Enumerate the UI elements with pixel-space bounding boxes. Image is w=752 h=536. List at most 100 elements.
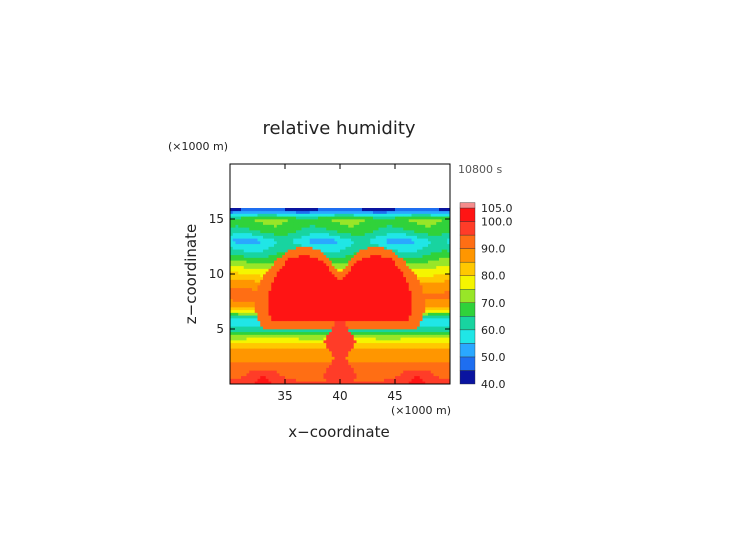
heatmap-cell xyxy=(436,296,440,300)
heatmap-cell xyxy=(337,276,341,280)
heatmap-cell xyxy=(430,224,434,228)
heatmap-cell xyxy=(425,340,429,344)
heatmap-cell xyxy=(373,263,377,267)
heatmap-cell xyxy=(301,249,305,253)
heatmap-cell xyxy=(276,287,280,291)
heatmap-cell xyxy=(326,279,330,283)
heatmap-cell xyxy=(441,348,445,352)
heatmap-cell xyxy=(411,285,415,289)
heatmap-cell xyxy=(298,227,302,231)
heatmap-cell xyxy=(268,257,272,261)
heatmap-cell xyxy=(312,364,316,368)
heatmap-cell xyxy=(417,318,421,322)
heatmap-cell xyxy=(301,241,305,245)
heatmap-cell xyxy=(395,254,399,258)
heatmap-cell xyxy=(392,279,396,283)
heatmap-cell xyxy=(381,249,385,253)
heatmap-cell xyxy=(414,378,418,382)
heatmap-cell xyxy=(309,342,313,346)
heatmap-cell xyxy=(406,342,410,346)
heatmap-cell xyxy=(287,309,291,313)
heatmap-cell xyxy=(411,375,415,379)
heatmap-cell xyxy=(342,301,346,305)
heatmap-cell xyxy=(378,301,382,305)
heatmap-cell xyxy=(406,238,410,242)
heatmap-cell xyxy=(246,315,250,319)
heatmap-cell xyxy=(243,241,247,245)
heatmap-cell xyxy=(422,348,426,352)
heatmap-cell xyxy=(395,362,399,366)
heatmap-cell xyxy=(375,309,379,313)
heatmap-cell xyxy=(425,373,429,377)
heatmap-cell xyxy=(422,243,426,247)
heatmap-cell xyxy=(301,329,305,333)
heatmap-cell xyxy=(417,329,421,333)
heatmap-cell xyxy=(441,224,445,228)
heatmap-cell xyxy=(279,351,283,355)
heatmap-cell xyxy=(282,274,286,278)
heatmap-cell xyxy=(271,362,275,366)
heatmap-cell xyxy=(417,290,421,294)
heatmap-cell xyxy=(411,282,415,286)
heatmap-cell xyxy=(356,329,360,333)
heatmap-cell xyxy=(254,282,258,286)
heatmap-cell xyxy=(304,331,308,335)
heatmap-cell xyxy=(340,210,344,214)
heatmap-cell xyxy=(370,301,374,305)
heatmap-cell xyxy=(307,342,311,346)
heatmap-cell xyxy=(260,364,264,368)
heatmap-cell xyxy=(430,285,434,289)
heatmap-cell xyxy=(400,268,404,272)
heatmap-cell xyxy=(359,219,363,223)
heatmap-cell xyxy=(326,348,330,352)
heatmap-cell xyxy=(238,241,242,245)
heatmap-cell xyxy=(386,381,390,385)
heatmap-cell xyxy=(326,373,330,377)
heatmap-cell xyxy=(235,285,239,289)
heatmap-cell xyxy=(257,235,261,239)
heatmap-cell xyxy=(386,232,390,236)
heatmap-cell xyxy=(386,337,390,341)
heatmap-cell xyxy=(249,362,253,366)
heatmap-cell xyxy=(345,309,349,313)
heatmap-cell xyxy=(417,296,421,300)
heatmap-cell xyxy=(439,381,443,385)
heatmap-cell xyxy=(241,301,245,305)
heatmap-cell xyxy=(287,320,291,324)
heatmap-cell xyxy=(353,293,357,297)
heatmap-cell xyxy=(243,257,247,261)
heatmap-cell xyxy=(381,315,385,319)
heatmap-cell xyxy=(403,232,407,236)
heatmap-cell xyxy=(375,298,379,302)
heatmap-cell xyxy=(235,342,239,346)
heatmap-cell xyxy=(386,271,390,275)
heatmap-cell xyxy=(254,364,258,368)
heatmap-cell xyxy=(301,364,305,368)
heatmap-cell xyxy=(282,345,286,349)
heatmap-cell xyxy=(260,285,264,289)
heatmap-cell xyxy=(406,249,410,253)
heatmap-cell xyxy=(285,243,289,247)
heatmap-cell xyxy=(257,293,261,297)
heatmap-cell xyxy=(408,301,412,305)
heatmap-cell xyxy=(298,263,302,267)
heatmap-cell xyxy=(249,235,253,239)
heatmap-cell xyxy=(414,241,418,245)
heatmap-cell xyxy=(243,342,247,346)
heatmap-cell xyxy=(392,301,396,305)
heatmap-cell xyxy=(274,249,278,253)
heatmap-cell xyxy=(395,359,399,363)
heatmap-cell xyxy=(362,298,366,302)
heatmap-cell xyxy=(301,293,305,297)
heatmap-cell xyxy=(315,307,319,311)
heatmap-cell xyxy=(342,364,346,368)
heatmap-cell xyxy=(439,326,443,330)
heatmap-cell xyxy=(425,326,429,330)
heatmap-cell xyxy=(378,260,382,264)
heatmap-cell xyxy=(345,293,349,297)
heatmap-cell xyxy=(252,276,256,280)
heatmap-cell xyxy=(287,293,291,297)
heatmap-cell xyxy=(235,213,239,217)
heatmap-cell xyxy=(428,345,432,349)
heatmap-cell xyxy=(241,252,245,256)
